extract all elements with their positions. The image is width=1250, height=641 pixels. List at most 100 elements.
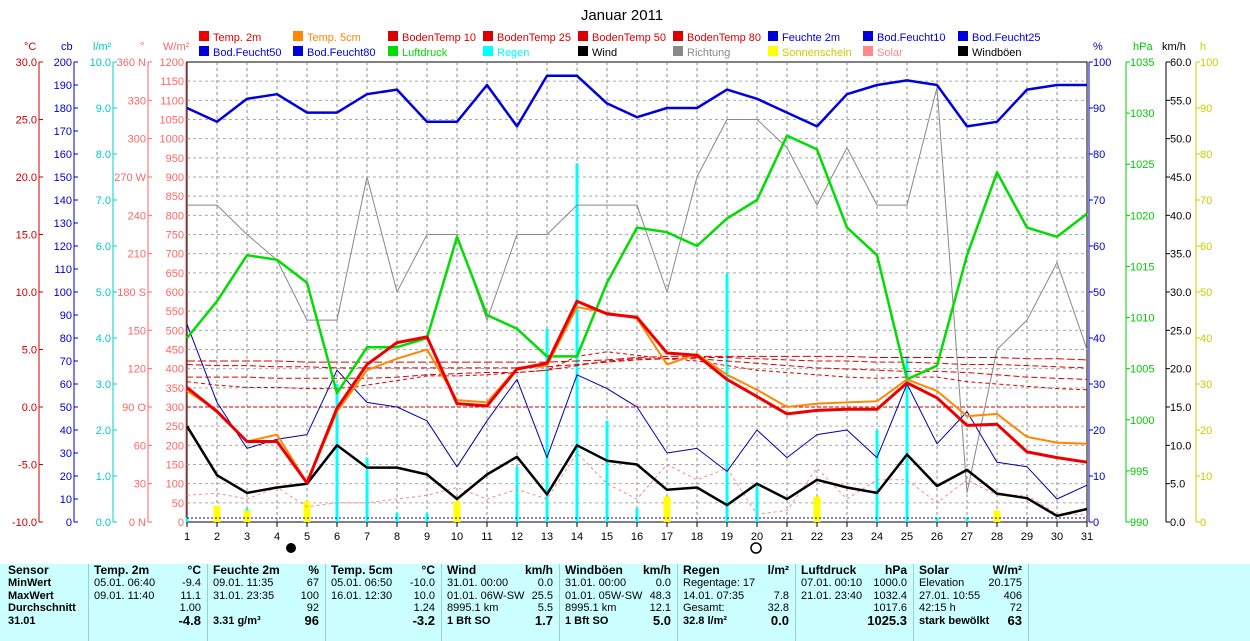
axis-tick-label: 1035 [1130,57,1154,69]
bar-regen [605,420,609,522]
bar-regen [335,384,339,522]
axis-tick-label: 3.0 [96,379,111,391]
axis-label-dir: ° [140,41,144,53]
stats-cell-value: 1017.6 [873,602,907,615]
axis-tick-label: 500 [166,325,184,337]
stats-cell-value: 0.0 [537,576,553,589]
legend-label: Bod.Feucht50 [213,47,282,59]
axis-tick-label: 30.0 [1170,287,1191,299]
x-axis: 1 2 3 4 5 6 7 8 9 10 11 12 13 14 15 16 17 18 19 20 21 22 23 24 2… [184,522,1093,543]
stats-cell-label: 05.01. 06:40 [94,576,156,589]
stats-cell-label: 42:15 h [919,602,956,615]
legend-swatch [958,46,968,56]
series-line-bod-feucht50 [186,324,1088,500]
legend: Temp. 2m Temp. 5cm BodenTemp 10 BodenTemp 2… [199,31,1041,59]
axis-tick-label: 80 [1200,149,1212,161]
axis-tick-label: 800 [166,210,184,222]
legend-label: Regen [497,47,529,59]
axis-tick-label: 1150 [160,76,184,88]
x-tick-label: 14 [571,531,583,543]
x-tick-label: 3 [244,531,250,543]
stats-label-max: MaxWert [8,589,54,602]
legend-swatch [863,31,873,41]
axis-tick-label: 1015 [1130,261,1154,273]
weather-chart: Januar 2011 Temp. 2m Temp. 5cm BodenTemp 1… [11,7,1219,554]
axis-tick-label: 40.0 [1170,210,1191,222]
bar-sonnenschein [303,501,311,522]
x-tick-label: 5 [304,531,310,543]
legend-label: Bod.Feucht80 [307,47,376,59]
stats-unit-hum: % [308,564,319,577]
x-tick-label: 16 [631,531,643,543]
axis-tick-label: 6.0 [96,241,111,253]
axis-tick-label: 30.0 [16,57,37,69]
stats-col-t5: Temp. 5cm °C 05.01. 06:50 -10.0 16.01. 12:30… [325,564,442,641]
stats-cell-value: 1.00 [179,602,201,615]
stats-col-temp: Temp. 2m °C 05.01. 06:40 -9.4 09.01. 11:40 11… [88,564,208,641]
x-tick-label: 10 [451,531,463,543]
x-tick-label: 31 [1081,531,1093,543]
bar-regen [425,512,429,522]
stats-cell-value: -9.4 [182,576,201,589]
x-tick-label: 8 [394,531,400,543]
x-tick-label: 19 [721,531,733,543]
x-tick-label: 24 [871,531,883,543]
axis-label-humidity: % [1093,41,1103,53]
legend-swatch [578,31,588,41]
axis-tick-label: 550 [166,306,184,318]
axis-tick-label: 300 [128,134,146,146]
moon-phase-markers [286,542,762,554]
axis-tick-label: 7.0 [96,195,111,207]
stats-header-press: Luftdruck [801,564,857,577]
axis-tick-label: 80 [60,333,72,345]
stats-cell-value: 0.0 [770,613,789,629]
axis-label-sun: h [1200,41,1206,53]
axis-tick-label: 240 [128,210,146,222]
axis-tick-label: 8.0 [96,149,111,161]
axis-tick-label: 10.0 [1170,440,1191,452]
legend-swatch [293,46,303,56]
axis-tick-label: 110 [54,264,72,276]
bar-regen [395,512,399,522]
x-tick-label: 6 [334,531,340,543]
legend-label: BodenTemp 50 [592,32,666,44]
bars [185,163,1001,522]
axis-tick-label: 900 [166,172,184,184]
axis-tick-label: 1005 [1130,364,1154,376]
axis-tick-label: 990 [1130,517,1148,529]
axis-tick-label: 5.0 [96,287,111,299]
x-tick-label: 26 [931,531,943,543]
stats-cell-value: 1.24 [413,602,435,615]
x-tick-label: 13 [541,531,553,543]
bar-sonnenschein [243,510,251,522]
bar-regen [875,430,879,522]
legend-swatch [673,46,683,56]
series-lines [185,74,1088,519]
axis-tick-label: 0.0 [22,402,37,414]
legend-swatch [768,46,778,56]
stats-cell-value: 96 [304,613,319,629]
stats-cell-value: -10.0 [409,576,435,589]
axis-tick-label: 1050 [160,115,184,127]
bar-regen [515,466,519,522]
axis-tick-label: 1010 [1130,313,1154,325]
stats-cell-label: 09.01. 11:40 [94,589,155,602]
stats-cell-label: 14.01. 07:35 [683,589,745,602]
axis-tick-label: 750 [166,230,184,242]
axis-tick-label: 60 [134,440,146,452]
axis-label-cb: cb [61,41,73,53]
axis-tick-label: 150 [128,325,146,337]
bar-regen [635,508,639,522]
stats-cell-label: Elevation [919,576,965,589]
bar-regen [935,517,939,522]
axis-tick-label: 270 W [114,172,146,184]
axis-tick-label: 140 [54,195,72,207]
stats-cell-value: 100 [300,589,319,602]
axis-tick-label: 400 [166,364,184,376]
stats-cell-value: 5.5 [537,602,553,615]
x-tick-label: 7 [364,531,370,543]
stats-col-hum: Feuchte 2m% 09.01. 11:35 67 31.01. 23:35 100… [207,564,326,641]
stats-col-wind: Wind km/h 31.01. 00:00 0.0 01.01. 06W-SW 25.5… [441,564,560,641]
x-tick-label: 23 [841,531,853,543]
stats-cell-value: 11.1 [180,589,201,602]
